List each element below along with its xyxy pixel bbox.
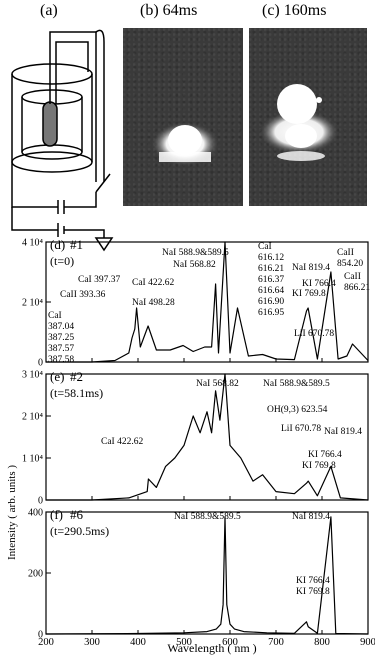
annotation: CaI [48, 311, 62, 321]
plot-frame-1 [45, 373, 369, 501]
annotation: LiI 670.78 [281, 424, 321, 434]
apparatus-schematic [11, 29, 114, 252]
y-tick-label: 0 [38, 358, 43, 369]
annotation: 616.21 [258, 264, 284, 274]
annotation: 387.25 [48, 333, 74, 343]
y-tick-label: 400 [28, 508, 43, 519]
x-tick-label: 400 [130, 637, 146, 648]
switch [95, 173, 111, 193]
y-axis-label: Intensity ( arb. units ) [6, 465, 18, 560]
panel-b-label: (b) 64ms [140, 2, 198, 19]
annotation: NaI 568.82 [173, 260, 216, 270]
annotation: 866.21 [344, 283, 370, 293]
x-tick-label: 600 [222, 637, 238, 648]
x-tick-label: 900 [360, 637, 375, 648]
x-axis-label: Wavelength ( nm ) [167, 641, 256, 655]
annotation: NaI 588.9&589.5 [263, 379, 330, 389]
annotation: CaII 393.36 [60, 290, 106, 300]
annotation: 616.95 [258, 308, 284, 318]
annotation: CaI 422.62 [132, 278, 174, 288]
y-tick-label: 1 10⁴ [22, 454, 44, 465]
panel-f-time: (t=290.5ms) [50, 524, 109, 538]
y-tick-label: 2 10⁴ [22, 298, 44, 309]
panel-e-label: (e) [50, 369, 64, 384]
annotation: NaI 819.4 [292, 263, 330, 273]
spectrum-line-1 [46, 373, 369, 501]
x-tick-label: 700 [268, 637, 284, 648]
y-tick-label: 200 [28, 569, 43, 580]
x-tick-label: 800 [314, 637, 330, 648]
annotation: NaI 819.4 [292, 512, 330, 522]
annotation: NaI 498.28 [132, 298, 175, 308]
y-tick-label: 0 [38, 630, 43, 641]
annotation: NaI 819.4 [324, 427, 362, 437]
annotation: KI 769.8 [296, 587, 330, 597]
annotation: 616.90 [258, 297, 284, 307]
annotation: KI 769.8 [292, 289, 326, 299]
annotation: 387.04 [48, 322, 74, 332]
annotation: 616.12 [258, 253, 284, 263]
panel-d-time: (t=0) [50, 254, 74, 268]
photo-160ms [249, 28, 367, 206]
y-tick-label: 2 10⁴ [22, 412, 44, 423]
annotation: 387.58 [48, 355, 74, 365]
y-tick-label: 3 10⁴ [22, 370, 44, 381]
annotation: 616.64 [258, 286, 284, 296]
annotation: KI 766.4 [308, 450, 342, 460]
spectrum-line-2 [45, 516, 369, 635]
panel-f-label: (f) [50, 507, 63, 522]
x-tick-label: 200 [38, 637, 54, 648]
annotation: CaI 422.62 [101, 437, 143, 447]
annotation: KI 766.4 [302, 279, 336, 289]
annotation: OH(9,3) 623.54 [267, 404, 328, 415]
panel-a-label: (a) [40, 2, 58, 19]
panel-c-label: (c) 160ms [262, 2, 327, 19]
x-tick-label: 300 [84, 637, 100, 648]
annotation: NaI 588.9&589.5 [174, 512, 241, 522]
annotation: 387.57 [48, 344, 74, 354]
y-tick-label: 0 [38, 496, 43, 507]
annotation: CaII [344, 272, 361, 282]
spectrum-line-0 [46, 241, 369, 363]
x-tick-label: 500 [176, 637, 192, 648]
panel-d-label: (d) [50, 237, 65, 252]
annotation: 616.37 [258, 275, 284, 285]
annotation: 854.20 [337, 259, 363, 269]
panel-e-shot: #2 [70, 369, 83, 384]
annotation: NaI 588.9&589.5 [162, 248, 229, 258]
panel-f-shot: #6 [70, 507, 84, 522]
annotation: KI 766.4 [296, 576, 330, 586]
panel-d-shot: #1 [70, 237, 83, 252]
ground-symbol [94, 237, 114, 252]
annotation: KI 769.8 [302, 461, 336, 471]
annotation: LiI 670.78 [294, 329, 334, 339]
annotation: CaI [258, 242, 272, 252]
panel-e-time: (t=58.1ms) [50, 386, 103, 400]
annotation: NaI 568.82 [196, 379, 239, 389]
annotation: CaII [337, 248, 354, 258]
annotation: CaI 397.37 [78, 275, 120, 285]
y-tick-label: 4 10⁴ [22, 238, 44, 249]
photo-64ms [123, 28, 243, 206]
